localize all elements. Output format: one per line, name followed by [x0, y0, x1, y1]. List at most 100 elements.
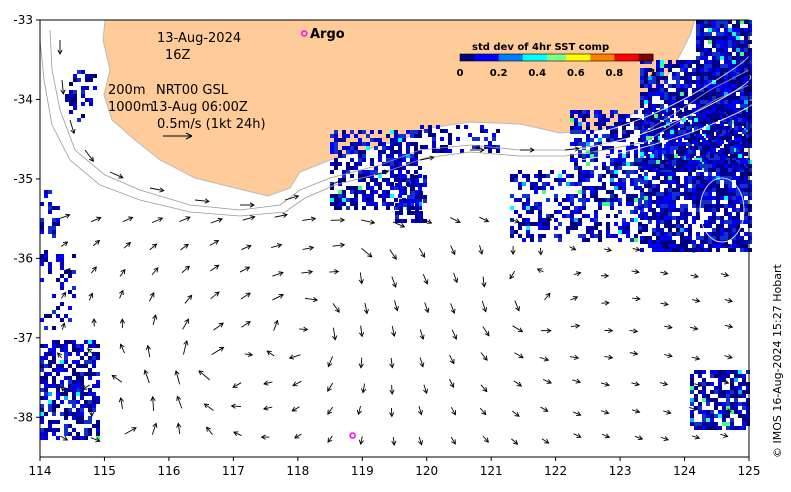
current-arrow	[419, 329, 425, 341]
current-arrow	[423, 384, 428, 395]
current-arrow	[389, 407, 395, 418]
current-arrow	[571, 323, 581, 329]
current-arrow	[92, 239, 101, 247]
current-arrow	[538, 247, 544, 256]
current-arrow	[183, 339, 189, 355]
current-arrow	[481, 276, 487, 288]
current-arrow	[150, 395, 156, 411]
current-arrow	[391, 437, 397, 446]
current-arrow	[299, 326, 309, 332]
current-arrow	[691, 297, 701, 303]
current-arrow	[176, 395, 183, 409]
current-arrow	[720, 432, 729, 438]
current-arrow	[600, 409, 610, 415]
current-arrow	[604, 247, 613, 253]
current-arrow	[392, 221, 406, 228]
current-arrow	[690, 273, 699, 279]
current-arrow	[266, 350, 275, 357]
x-tick-label: 121	[480, 464, 503, 478]
current-arrow	[536, 268, 544, 273]
current-arrow	[211, 346, 225, 355]
current-streamlines	[574, 54, 755, 243]
current-arrow	[292, 380, 302, 387]
current-arrow	[631, 408, 641, 414]
y-axis-ticks: -33 -34 -35 -36 -37 -38	[13, 13, 40, 424]
x-tick-label: 119	[351, 464, 374, 478]
argo-float-marker[interactable]	[349, 432, 356, 439]
current-arrow	[422, 273, 429, 285]
current-arrow	[450, 303, 456, 315]
current-arrow	[111, 374, 123, 383]
current-arrow	[389, 384, 395, 395]
current-arrow	[389, 357, 395, 369]
current-arrow	[60, 79, 66, 95]
current-arrow	[479, 216, 490, 223]
current-arrow	[514, 352, 524, 359]
current-arrow	[419, 357, 425, 368]
current-arrow	[60, 241, 69, 247]
current-arrow	[417, 406, 423, 416]
current-arrow	[724, 297, 734, 304]
current-arrow	[520, 147, 535, 153]
depth-label-200m: 200m	[108, 83, 145, 98]
current-arrow	[89, 406, 95, 418]
current-arrow	[149, 187, 165, 193]
current-arrow	[151, 267, 159, 276]
current-arrow	[601, 433, 611, 439]
current-arrow	[601, 300, 610, 306]
current-arrow	[302, 245, 315, 251]
current-arrow	[601, 381, 610, 387]
x-tick-label: 122	[544, 464, 567, 478]
depth-label-1000m: 1000m	[108, 100, 154, 115]
current-arrow	[262, 405, 273, 411]
contour-1000m	[39, 39, 750, 217]
current-arrow	[230, 403, 242, 409]
current-arrow	[241, 321, 251, 328]
colorbar-tick-label: 0.4	[528, 68, 546, 79]
product-label: NRT00 GSL	[156, 83, 229, 98]
current-arrow	[663, 409, 672, 415]
current-arrow	[634, 435, 644, 441]
current-arrow	[301, 269, 314, 275]
current-arrow	[573, 433, 582, 438]
current-arrow	[604, 327, 614, 334]
current-arrow	[273, 319, 279, 331]
y-tick-label: -33	[13, 13, 33, 27]
current-arrow	[570, 296, 579, 301]
credit-text: © IMOS 16-Aug-2024 15:27 Hobart	[771, 264, 784, 458]
current-arrow	[241, 244, 252, 250]
current-arrow	[210, 217, 223, 224]
current-arrow	[327, 435, 333, 444]
current-arrow	[124, 427, 137, 435]
current-arrow	[240, 202, 255, 208]
map-plot-area: Argo 13-Aug-2024 16Z 200m NRT00 GSL 1000…	[39, 19, 755, 458]
current-arrow	[510, 218, 520, 224]
current-arrow	[510, 246, 516, 256]
current-arrow	[329, 178, 344, 186]
current-arrow	[478, 245, 484, 255]
argo-float-marker[interactable]	[301, 30, 308, 37]
current-arrow	[691, 434, 701, 440]
current-arrow	[330, 217, 346, 223]
product-time-label: 13-Aug 06:00Z	[151, 100, 248, 115]
colorbar-tick-label: 0	[457, 68, 464, 79]
current-arrow	[511, 438, 519, 445]
current-arrow	[358, 436, 364, 445]
current-arrow	[664, 324, 673, 330]
current-arrow	[540, 406, 549, 412]
current-arrow	[418, 247, 426, 258]
current-arrow	[419, 155, 435, 161]
current-arrow	[184, 294, 193, 304]
current-arrow	[293, 433, 302, 439]
current-arrow	[691, 355, 701, 361]
current-arrow	[59, 213, 71, 219]
current-arrow	[213, 322, 224, 331]
x-axis-ticks: 114 115 116 117 118 119 120 121 122 123 124 125	[29, 457, 760, 478]
x-tick-label: 115	[93, 464, 116, 478]
current-arrow	[513, 380, 523, 387]
current-arrow	[689, 247, 699, 253]
current-arrow	[356, 405, 362, 416]
colorbar-tick-label: 0.8	[606, 68, 624, 79]
colorbar-tick-label: 0.6	[567, 68, 585, 79]
current-arrow	[84, 149, 94, 162]
